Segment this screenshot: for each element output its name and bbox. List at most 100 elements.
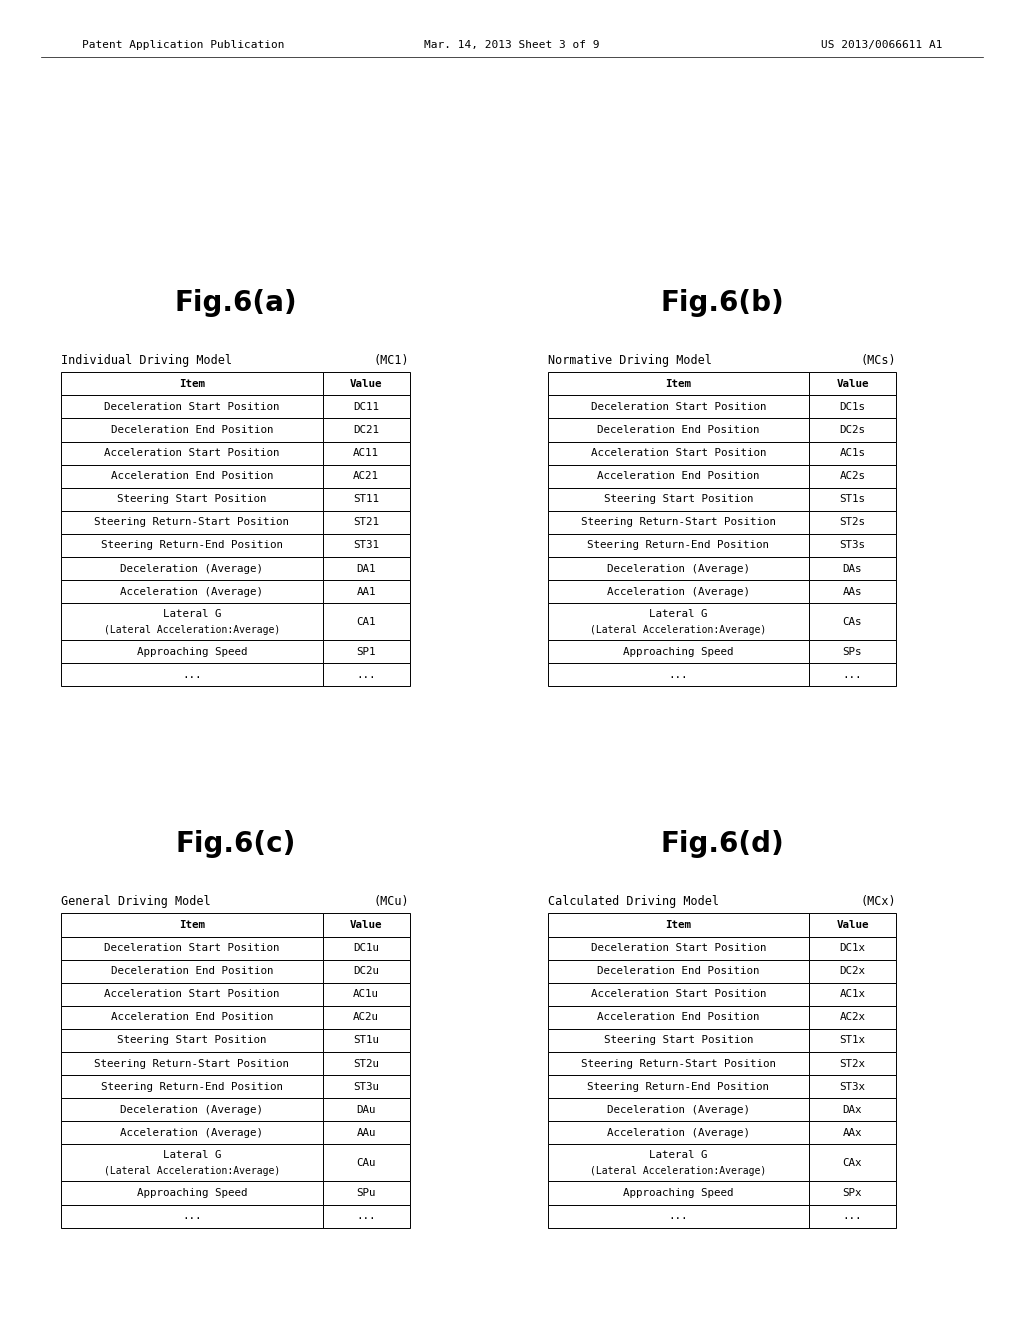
Text: (MCx): (MCx) — [860, 895, 896, 908]
Text: Lateral G: Lateral G — [649, 609, 708, 619]
Text: Mar. 14, 2013 Sheet 3 of 9: Mar. 14, 2013 Sheet 3 of 9 — [424, 40, 600, 50]
Text: Lateral G: Lateral G — [163, 1150, 221, 1160]
Bar — [548, 960, 809, 983]
Text: Acceleration Start Position: Acceleration Start Position — [591, 447, 766, 458]
Text: Item: Item — [666, 379, 691, 389]
Text: Deceleration End Position: Deceleration End Position — [111, 966, 273, 977]
Text: AC11: AC11 — [353, 447, 379, 458]
Bar — [548, 913, 809, 937]
Text: ...: ... — [669, 669, 688, 680]
Text: Fig.6(c): Fig.6(c) — [175, 830, 296, 858]
Bar — [323, 1006, 410, 1030]
Text: ST2u: ST2u — [353, 1059, 379, 1069]
Bar — [61, 960, 323, 983]
Text: Value: Value — [350, 379, 382, 389]
Text: Acceleration End Position: Acceleration End Position — [111, 1012, 273, 1023]
Text: DC2u: DC2u — [353, 966, 379, 977]
Bar — [323, 557, 410, 579]
Bar — [61, 1205, 323, 1228]
Bar — [548, 418, 809, 441]
Text: DC2s: DC2s — [840, 425, 865, 436]
Text: ...: ... — [182, 1210, 202, 1221]
Text: AC2s: AC2s — [840, 471, 865, 482]
Text: Steering Start Position: Steering Start Position — [604, 494, 753, 504]
Bar — [809, 579, 896, 603]
Bar — [809, 913, 896, 937]
Text: Lateral G: Lateral G — [163, 609, 221, 619]
Bar — [548, 533, 809, 557]
Bar — [323, 913, 410, 937]
Text: Deceleration End Position: Deceleration End Position — [597, 966, 760, 977]
Text: AAs: AAs — [843, 586, 862, 597]
Text: Acceleration Start Position: Acceleration Start Position — [104, 447, 280, 458]
Text: ST1x: ST1x — [840, 1035, 865, 1045]
Text: Value: Value — [837, 379, 868, 389]
Bar — [809, 1076, 896, 1098]
Bar — [809, 1006, 896, 1030]
Bar — [548, 1144, 809, 1181]
Bar — [548, 396, 809, 418]
Text: CAx: CAx — [843, 1158, 862, 1168]
Bar — [809, 465, 896, 487]
Text: Steering Return-Start Position: Steering Return-Start Position — [581, 517, 776, 528]
Text: US 2013/0066611 A1: US 2013/0066611 A1 — [820, 40, 942, 50]
Bar — [809, 511, 896, 533]
Text: ST21: ST21 — [353, 517, 379, 528]
Bar — [809, 983, 896, 1006]
Bar — [61, 603, 323, 640]
Bar — [548, 983, 809, 1006]
Text: Value: Value — [837, 920, 868, 931]
Text: Acceleration Start Position: Acceleration Start Position — [591, 989, 766, 999]
Text: Deceleration (Average): Deceleration (Average) — [607, 564, 750, 574]
Text: ST2x: ST2x — [840, 1059, 865, 1069]
Text: SPs: SPs — [843, 647, 862, 657]
Bar — [809, 1052, 896, 1076]
Text: AA1: AA1 — [356, 586, 376, 597]
Bar — [61, 396, 323, 418]
Bar — [809, 937, 896, 960]
Bar — [809, 533, 896, 557]
Bar — [548, 465, 809, 487]
Text: SP1: SP1 — [356, 647, 376, 657]
Bar — [323, 511, 410, 533]
Bar — [809, 557, 896, 579]
Text: CA1: CA1 — [356, 616, 376, 627]
Bar — [323, 372, 410, 396]
Bar — [809, 1181, 896, 1205]
Text: Deceleration Start Position: Deceleration Start Position — [591, 942, 766, 953]
Text: Deceleration (Average): Deceleration (Average) — [121, 564, 263, 574]
Bar — [548, 441, 809, 465]
Bar — [809, 640, 896, 663]
Text: Steering Return-End Position: Steering Return-End Position — [588, 1081, 769, 1092]
Bar — [61, 913, 323, 937]
Text: Acceleration End Position: Acceleration End Position — [597, 1012, 760, 1023]
Text: (Lateral Acceleration:Average): (Lateral Acceleration:Average) — [103, 1166, 281, 1176]
Text: AC2x: AC2x — [840, 1012, 865, 1023]
Text: Item: Item — [179, 379, 205, 389]
Text: DAu: DAu — [356, 1105, 376, 1115]
Bar — [548, 557, 809, 579]
Bar — [61, 1144, 323, 1181]
Text: Acceleration End Position: Acceleration End Position — [597, 471, 760, 482]
Bar — [61, 937, 323, 960]
Text: Deceleration Start Position: Deceleration Start Position — [104, 401, 280, 412]
Bar — [61, 511, 323, 533]
Bar — [323, 663, 410, 686]
Text: DA1: DA1 — [356, 564, 376, 574]
Bar — [323, 418, 410, 441]
Text: Deceleration End Position: Deceleration End Position — [111, 425, 273, 436]
Text: ...: ... — [669, 1210, 688, 1221]
Bar — [809, 1098, 896, 1122]
Text: (MC1): (MC1) — [374, 354, 410, 367]
Text: ST2s: ST2s — [840, 517, 865, 528]
Bar — [323, 1144, 410, 1181]
Text: DC1x: DC1x — [840, 942, 865, 953]
Bar — [809, 603, 896, 640]
Bar — [809, 663, 896, 686]
Bar — [61, 1030, 323, 1052]
Text: Item: Item — [666, 920, 691, 931]
Text: (Lateral Acceleration:Average): (Lateral Acceleration:Average) — [590, 624, 767, 635]
Text: AC1s: AC1s — [840, 447, 865, 458]
Text: Acceleration Start Position: Acceleration Start Position — [104, 989, 280, 999]
Text: General Driving Model: General Driving Model — [61, 895, 211, 908]
